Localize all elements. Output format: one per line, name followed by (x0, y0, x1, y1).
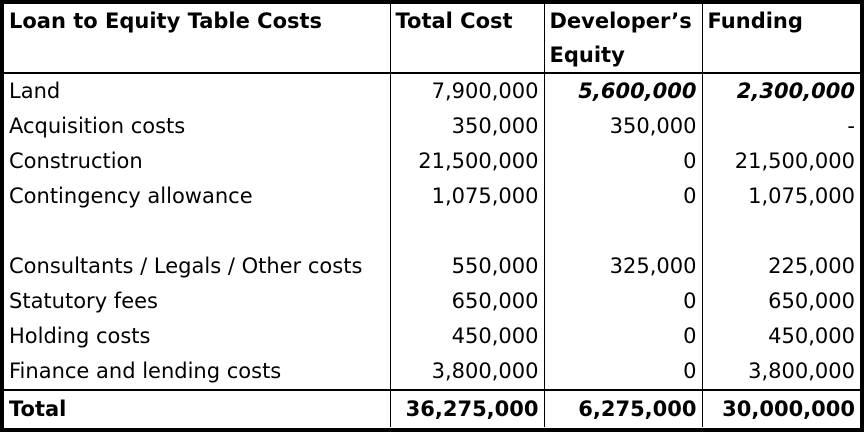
equity-cell: 0 (543, 179, 702, 214)
funding-cell: 450,000 (701, 319, 860, 354)
row-label: Finance and lending costs (9, 359, 282, 383)
row-label: Acquisition costs (9, 114, 186, 138)
total-cost-cell: 350,000 (389, 109, 544, 144)
header-row: Loan to Equity Table Costs Total Cost De… (4, 4, 860, 74)
total-cost-cell: 1,075,000 (389, 179, 544, 214)
funding-cell: - (701, 109, 860, 144)
table-row: Contingency allowance 1,075,000 0 1,075,… (4, 179, 860, 214)
equity-sum: 6,275,000 (543, 389, 702, 427)
row-label: Construction (9, 149, 143, 173)
table-row: Land 7,900,000 5,600,000 2,300,000 (4, 73, 860, 109)
equity-cell: 0 (543, 319, 702, 354)
table-row: Holding costs 450,000 0 450,000 (4, 319, 860, 354)
total-cost-cell: 550,000 (389, 214, 544, 284)
equity-cell: 325,000 (543, 214, 702, 284)
funding-cell: 2,300,000 (701, 73, 860, 109)
header-developers-equity: Developer’s Equity (543, 4, 702, 74)
loan-to-equity-table: Loan to Equity Table Costs Total Cost De… (4, 4, 860, 427)
equity-cell: 0 (543, 284, 702, 319)
funding-cell: 21,500,000 (701, 144, 860, 179)
funding-cell: 1,075,000 (701, 179, 860, 214)
total-cost-cell: 450,000 (389, 319, 544, 354)
header-costs: Loan to Equity Table Costs (4, 4, 390, 74)
total-cost-cell: 3,800,000 (389, 354, 544, 390)
table-frame: Loan to Equity Table Costs Total Cost De… (4, 4, 860, 428)
funding-cell: 650,000 (701, 284, 860, 319)
row-label: Statutory fees (9, 289, 158, 313)
funding-cell: 225,000 (701, 214, 860, 284)
table-row: Acquisition costs 350,000 350,000 - (4, 109, 860, 144)
funding-sum: 30,000,000 (701, 389, 860, 427)
total-label: Total (4, 389, 390, 427)
table-row: Construction 21,500,000 0 21,500,000 (4, 144, 860, 179)
row-label: Land (9, 79, 61, 103)
funding-cell: 3,800,000 (701, 354, 860, 390)
table-row: Finance and lending costs 3,800,000 0 3,… (4, 354, 860, 390)
table-row: Consultants / Legals / Other costs 550,0… (4, 214, 860, 284)
total-cost-cell: 21,500,000 (389, 144, 544, 179)
equity-cell: 0 (543, 354, 702, 390)
total-cost-sum: 36,275,000 (389, 389, 544, 427)
total-cost-cell: 7,900,000 (389, 73, 544, 109)
total-cost-cell: 650,000 (389, 284, 544, 319)
equity-cell: 5,600,000 (543, 73, 702, 109)
row-label: Holding costs (9, 324, 151, 348)
row-label: Contingency allowance (9, 184, 253, 208)
equity-cell: 0 (543, 144, 702, 179)
row-label: Consultants / Legals / Other costs (9, 254, 363, 278)
table-row: Statutory fees 650,000 0 650,000 (4, 284, 860, 319)
total-row: Total 36,275,000 6,275,000 30,000,000 (4, 389, 860, 427)
equity-cell: 350,000 (543, 109, 702, 144)
header-total-cost: Total Cost (389, 4, 544, 74)
header-funding: Funding (701, 4, 860, 74)
